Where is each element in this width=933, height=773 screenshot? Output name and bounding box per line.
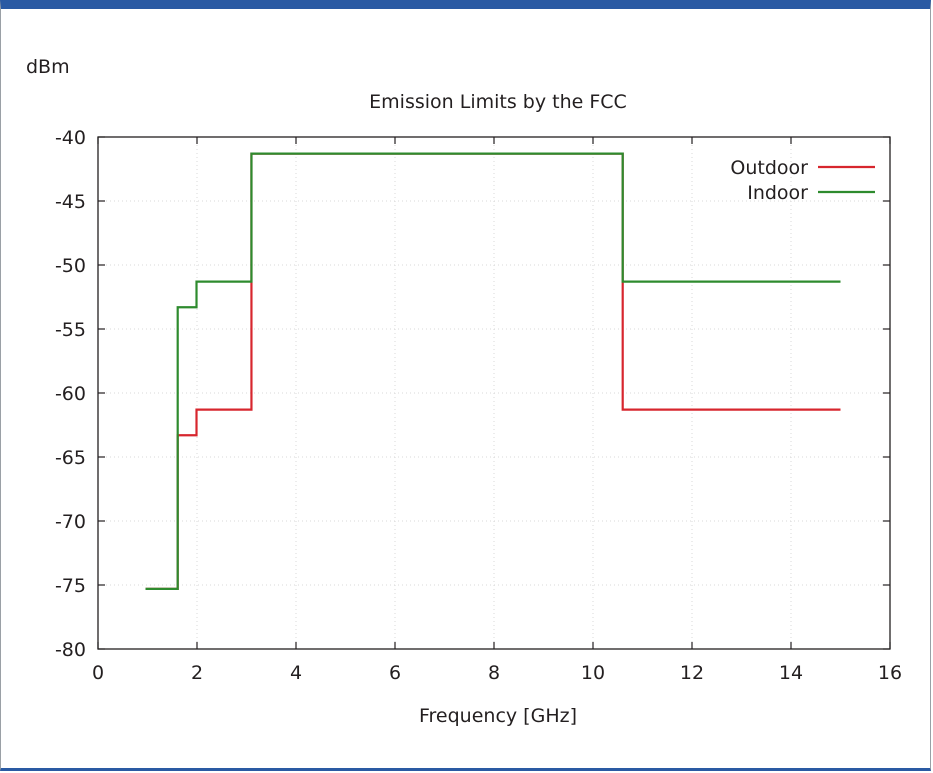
- x-axis-label: Frequency [GHz]: [419, 705, 577, 727]
- y-tick-label: -70: [55, 511, 86, 533]
- series-line-outdoor: [145, 152, 841, 590]
- emission-limits-chart: 0 2 4 6 8 10 12 14 16 -40 -45 -50 -55 -60 -65 -70 -75 -80…: [26, 56, 902, 727]
- x-tick-label: 6: [389, 662, 401, 684]
- grid-lines: [98, 137, 890, 649]
- y-tick-label: -65: [55, 447, 86, 469]
- legend: Outdoor Indoor: [730, 157, 875, 204]
- legend-label-indoor: Indoor: [747, 182, 808, 204]
- chart-title: Emission Limits by the FCC: [369, 91, 627, 113]
- x-tick-label: 8: [488, 662, 500, 684]
- y-tick-label: -40: [55, 127, 86, 149]
- legend-label-outdoor: Outdoor: [730, 157, 808, 179]
- x-tick-label: 4: [290, 662, 302, 684]
- y-tick-label: -60: [55, 383, 86, 405]
- y-tick-label: -75: [55, 575, 86, 597]
- x-tick-label: 14: [779, 662, 803, 684]
- x-tick-label: 12: [680, 662, 704, 684]
- y-tick-label: -50: [55, 255, 86, 277]
- y-axis-label: dBm: [26, 56, 70, 78]
- x-tick-label: 10: [581, 662, 605, 684]
- x-tick-label: 2: [191, 662, 203, 684]
- x-tick-label: 16: [878, 662, 902, 684]
- axis-ticks: 0 2 4 6 8 10 12 14 16 -40 -45 -50 -55 -60 -65 -70 -75 -80: [55, 127, 902, 684]
- series-line-indoor: [145, 152, 841, 590]
- series-lines: [145, 152, 841, 590]
- x-tick-label: 0: [92, 662, 104, 684]
- y-tick-label: -55: [55, 319, 86, 341]
- y-tick-label: -80: [55, 639, 86, 661]
- y-tick-label: -45: [55, 191, 86, 213]
